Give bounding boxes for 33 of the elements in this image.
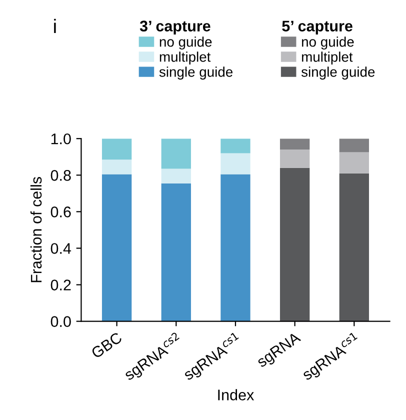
bar (280, 150, 310, 168)
bar (280, 138, 310, 150)
legend-label: no guide (160, 36, 212, 50)
bar (102, 160, 132, 174)
legend-label: no guide (302, 36, 354, 50)
legend-label: single guide (159, 66, 232, 80)
text: i (54, 18, 56, 33)
bar (161, 168, 191, 184)
bar (280, 168, 310, 322)
bar (220, 153, 250, 174)
bar (339, 138, 369, 152)
y-tick-label: 0.6 (50, 206, 71, 218)
bar (220, 138, 250, 154)
y-tick-label: 1.0 (51, 133, 71, 144)
bar (339, 152, 369, 174)
legend-label: multiplet (302, 52, 353, 65)
bar (102, 174, 132, 322)
y-axis-title: Fraction of cells (30, 177, 42, 282)
bar (339, 173, 369, 322)
x-axis-title: Index (218, 389, 254, 400)
y-tick-label: 0.0 (50, 316, 71, 327)
legend-label: multiplet (160, 52, 211, 65)
bar (161, 138, 191, 169)
y-tick-label: 0.8 (50, 170, 71, 181)
text: 5’ capture (282, 20, 352, 34)
y-tick-label: 0.4 (50, 243, 72, 254)
bar (161, 183, 191, 322)
bar (102, 138, 132, 160)
x-tick-label: GBC (90, 332, 123, 359)
text: 3’ capture (140, 20, 210, 34)
legend-label: single guide (301, 66, 375, 80)
bar (220, 174, 250, 322)
y-tick-label: 0.2 (50, 280, 71, 290)
